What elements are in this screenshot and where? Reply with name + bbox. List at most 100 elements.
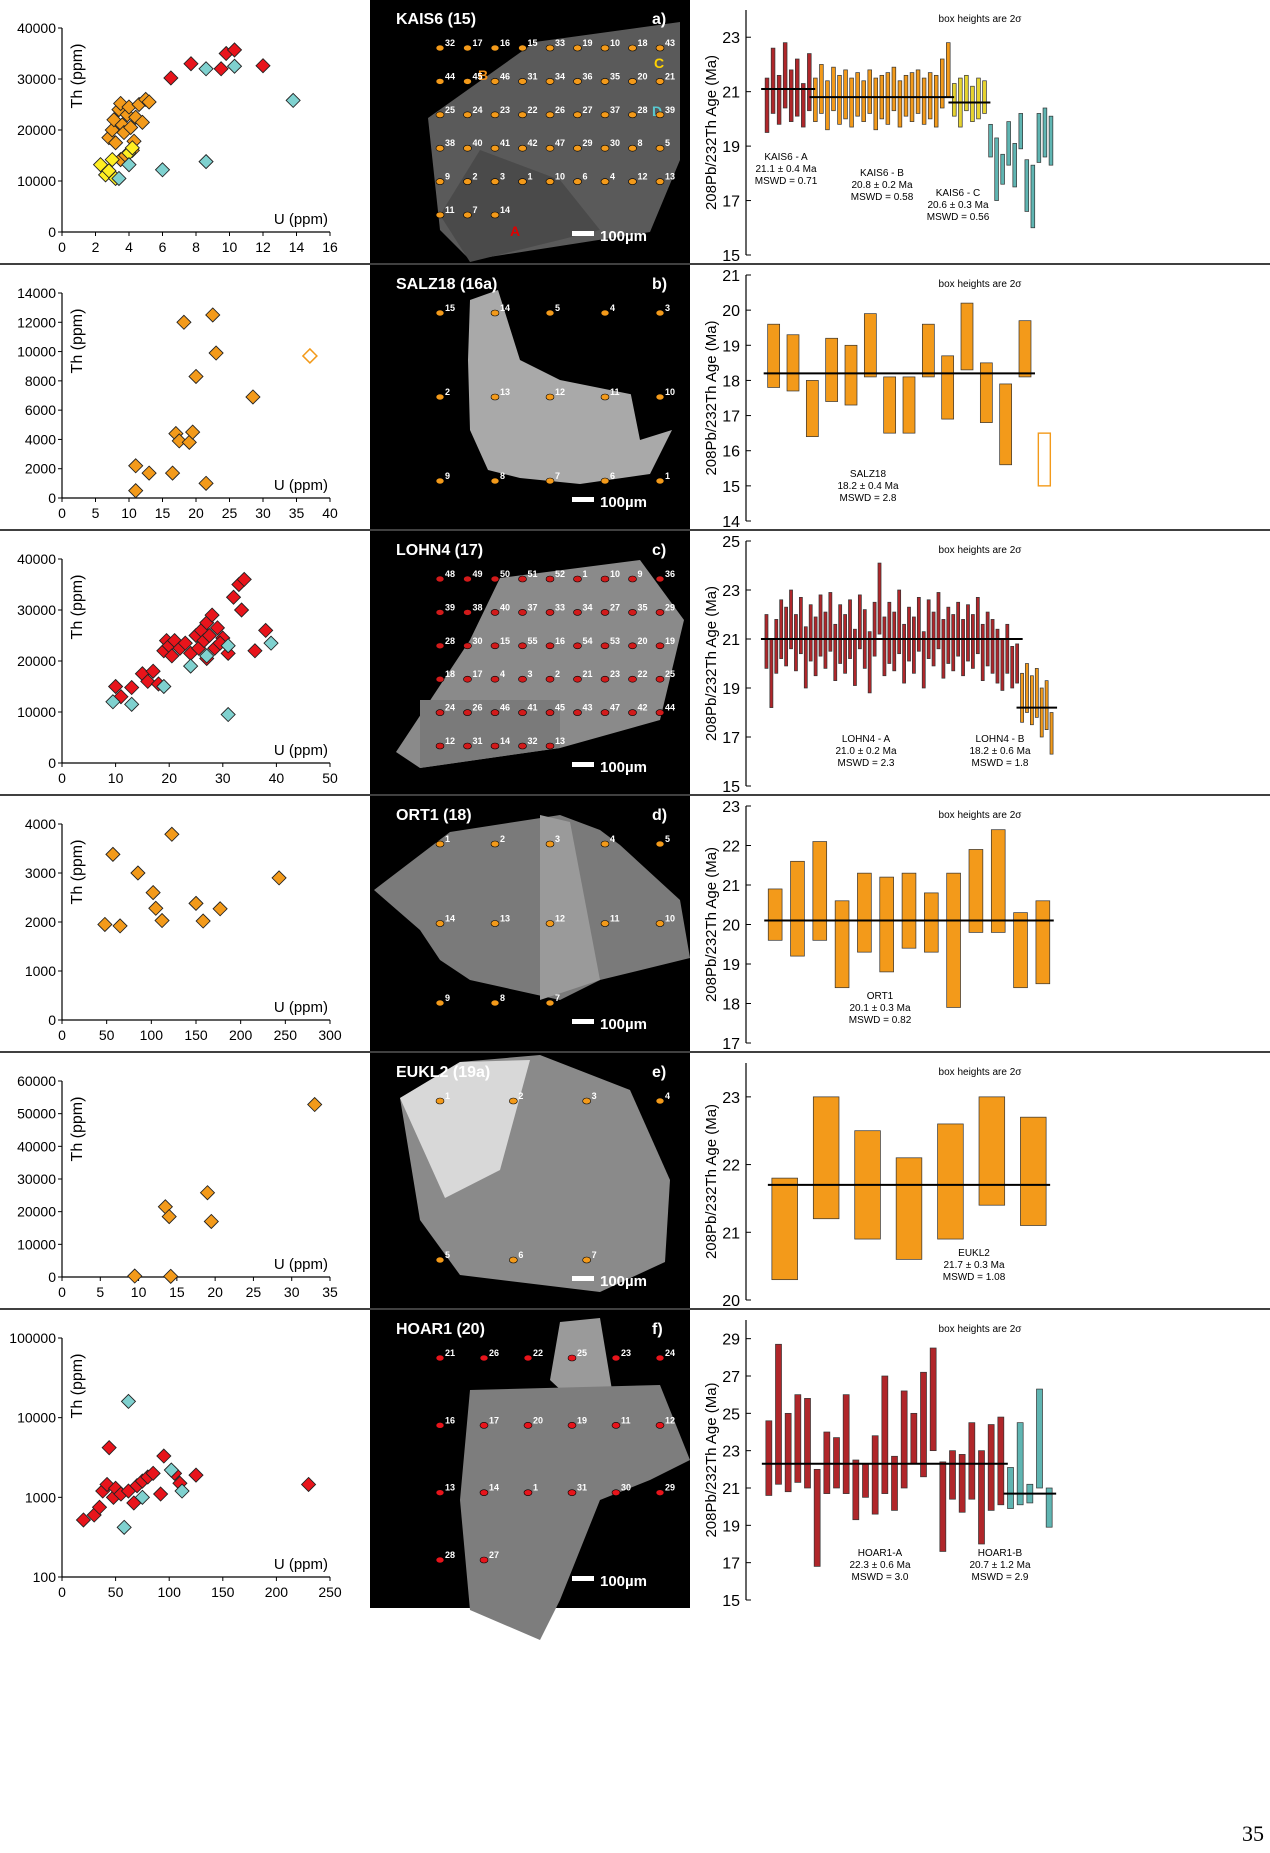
analysis-spot xyxy=(435,920,445,927)
spot-label: 7 xyxy=(555,993,560,1003)
y-tick-label: 17 xyxy=(722,730,740,747)
analysis-spot xyxy=(479,1556,489,1564)
x-tick-label: 10 xyxy=(121,505,137,521)
x-tick-label: 50 xyxy=(322,770,338,786)
age-box-B xyxy=(921,77,927,125)
spot-label: 26 xyxy=(489,1348,499,1358)
age-box-A xyxy=(871,1435,879,1515)
age-box-A xyxy=(813,616,818,677)
y-tick-label: 23 xyxy=(722,30,740,47)
spot-label: 31 xyxy=(577,1483,587,1493)
analysis-spot xyxy=(490,575,500,583)
data-point-B xyxy=(105,694,121,710)
data-point-B xyxy=(263,635,279,651)
data-point-all xyxy=(164,826,180,842)
age-box-A xyxy=(987,1424,995,1511)
y-tick-label: 20000 xyxy=(17,1204,56,1220)
x-tick-label: 100 xyxy=(140,1027,164,1043)
analysis-spot xyxy=(655,709,665,716)
analysis-spot xyxy=(490,742,500,750)
data-point-B xyxy=(220,638,236,654)
age-box-B xyxy=(990,829,1006,933)
spot-label: 13 xyxy=(665,172,675,182)
y-tick-label: 10000 xyxy=(17,344,56,360)
region-label: A xyxy=(510,223,520,239)
y-tick-label: 21 xyxy=(722,1481,740,1498)
spot-label: 19 xyxy=(577,1415,587,1425)
analysis-spot xyxy=(545,609,555,616)
spot-label: 42 xyxy=(638,703,648,713)
analysis-spot xyxy=(518,78,527,85)
spot-label: 41 xyxy=(528,703,538,713)
age-annotation: MSWD = 0.58 xyxy=(851,192,914,203)
y-tick-label: 4000 xyxy=(25,431,56,447)
scale-bar xyxy=(572,1576,594,1581)
age-box-A xyxy=(877,562,882,635)
age-box-A xyxy=(794,1394,802,1483)
data-point-all xyxy=(161,1208,177,1225)
spot-label: 5 xyxy=(665,138,670,148)
y-axis-label: Th (ppm) xyxy=(69,1097,86,1162)
age-box-D xyxy=(1000,153,1005,185)
age-box-A xyxy=(842,1394,850,1494)
x-tick-label: 8 xyxy=(192,239,200,255)
y-axis-label: 208Pb/232Th Age (Ma) xyxy=(703,586,720,741)
data-point-A xyxy=(258,622,274,639)
y-tick-label: 19 xyxy=(722,338,740,355)
age-box-B xyxy=(978,1096,1006,1206)
spot-label: 30 xyxy=(621,1483,631,1493)
analysis-spot xyxy=(435,1489,445,1496)
age-box-A xyxy=(818,594,823,657)
spot-label: 1 xyxy=(445,834,450,844)
data-point-B xyxy=(174,1483,190,1499)
spot-label: 27 xyxy=(583,105,593,115)
analysis-spot xyxy=(435,1256,445,1264)
age-box-A xyxy=(902,623,906,684)
spot-label: 10 xyxy=(665,387,675,397)
data-point-all xyxy=(97,916,113,933)
spot-label: 17 xyxy=(473,38,483,48)
age-box-A xyxy=(995,628,1000,684)
analysis-spot xyxy=(463,78,472,85)
spot-label: 3 xyxy=(592,1091,597,1101)
data-point-A xyxy=(209,620,226,636)
data-point-B xyxy=(163,1462,179,1478)
region-label: C xyxy=(654,55,664,71)
analysis-spot xyxy=(518,709,527,716)
spot-label: 10 xyxy=(610,569,620,579)
analysis-spot xyxy=(435,1422,445,1429)
y-tick-label: 10000 xyxy=(17,1410,56,1426)
analysis-spot xyxy=(463,675,472,683)
analysis-spot xyxy=(545,144,555,152)
spot-label: 14 xyxy=(500,736,510,746)
analysis-spot xyxy=(463,144,472,152)
x-tick-label: 250 xyxy=(318,1584,342,1600)
data-point-all xyxy=(130,865,146,881)
data-point-A xyxy=(183,56,199,72)
age-annotation: SALZ18 xyxy=(850,469,887,480)
age-annotation: 21.7 ± 0.3 Ma xyxy=(943,1260,1005,1271)
y-tick-label: 30000 xyxy=(17,1171,56,1187)
age-box-C xyxy=(964,74,969,112)
spot-label: 10 xyxy=(610,38,620,48)
age-box-D xyxy=(1007,1467,1014,1509)
scale-bar xyxy=(572,1276,594,1281)
age-box-B xyxy=(946,872,961,1008)
y-tick-label: 20000 xyxy=(17,653,56,669)
y-tick-label: 27 xyxy=(722,1369,740,1386)
age-box-B xyxy=(834,900,850,989)
spot-label: 6 xyxy=(610,471,615,481)
spot-label: 37 xyxy=(610,105,620,115)
analysis-spot xyxy=(545,393,555,401)
spot-label: 32 xyxy=(445,38,455,48)
y-tick-label: 21 xyxy=(722,878,740,895)
data-point-all xyxy=(171,433,187,449)
analysis-spot xyxy=(611,1354,621,1362)
spot-label: 13 xyxy=(445,1483,455,1493)
analysis-spot xyxy=(573,609,582,616)
bse-image-eukl2: EUKL2 (19a) e) 100µm 1 2 3 4 5 6 7 xyxy=(370,1053,690,1308)
y-axis-label: Th (ppm) xyxy=(69,44,86,109)
age-box-A xyxy=(857,594,862,650)
